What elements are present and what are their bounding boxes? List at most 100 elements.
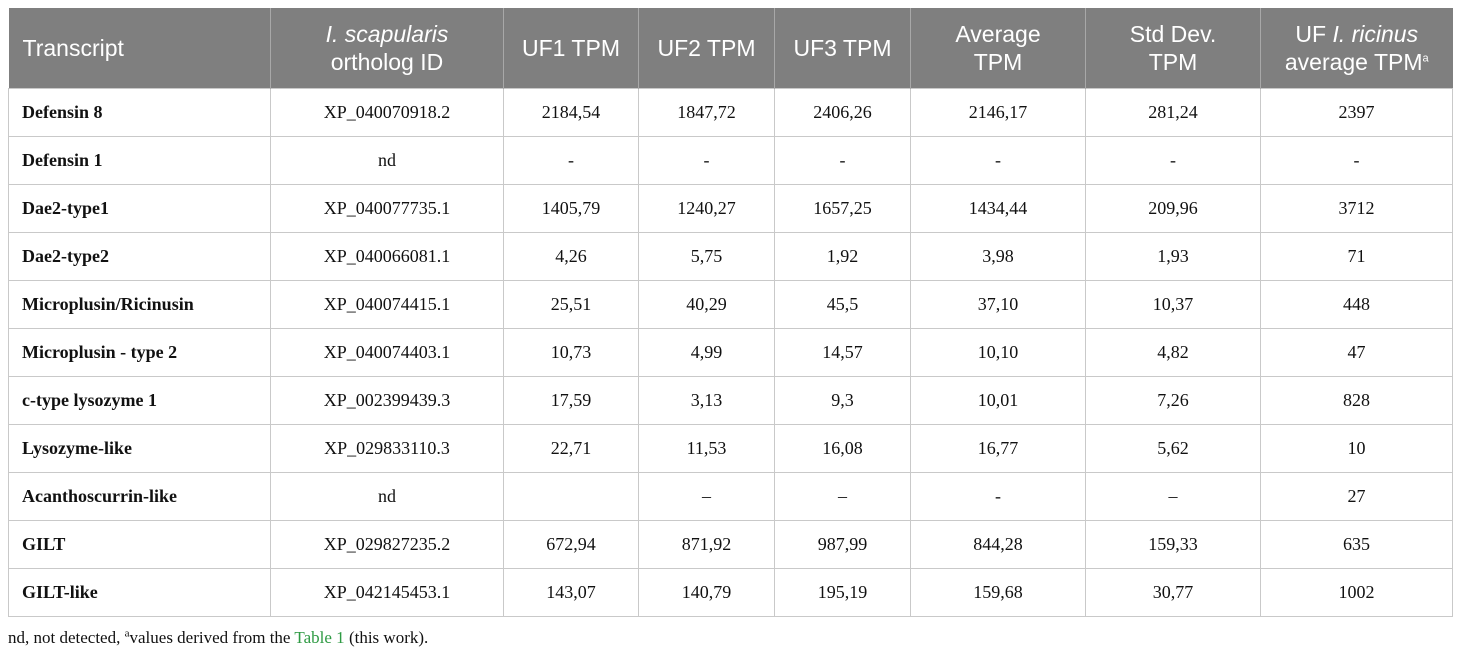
cell-sd: - [1085,136,1261,185]
cell-avg: 37,10 [910,280,1086,329]
cell-uf3: 16,08 [774,424,911,473]
cell-uf2: 3,13 [638,376,775,425]
cell-transcript: Lysozyme-like [8,424,271,473]
cell-avg: 2146,17 [910,88,1086,137]
cell-uf2: 1240,27 [638,184,775,233]
cell-sd: – [1085,472,1261,521]
table-row: Lysozyme-like XP_029833110.3 22,71 11,53 16,… [8,424,1453,473]
cell-transcript: Dae2-type1 [8,184,271,233]
cell-uf3: - [774,136,911,185]
cell-ortholog: XP_040070918.2 [270,88,504,137]
cell-uf3: 987,99 [774,520,911,569]
cell-transcript: Defensin 8 [8,88,271,137]
cell-uf3: 1657,25 [774,184,911,233]
cell-uf1: 4,26 [503,232,639,281]
cell-uf3: 14,57 [774,328,911,377]
cell-ricinus: 3712 [1260,184,1453,233]
cell-uf3: 195,19 [774,568,911,617]
cell-ortholog: XP_002399439.3 [270,376,504,425]
cell-uf2: 40,29 [638,280,775,329]
cell-uf3: 45,5 [774,280,911,329]
header-ricinus-average: UF I. ricinus average TPMa [1260,8,1453,89]
cell-avg: - [910,472,1086,521]
cell-avg: 10,01 [910,376,1086,425]
cell-uf1: 17,59 [503,376,639,425]
table-row: Dae2-type2 XP_040066081.1 4,26 5,75 1,92 3,98… [8,232,1453,281]
table-body: Defensin 8 XP_040070918.2 2184,54 1847,72 24… [8,88,1453,617]
cell-sd: 30,77 [1085,568,1261,617]
cell-uf2: 11,53 [638,424,775,473]
header-std-dev: Std Dev. TPM [1085,8,1261,89]
expression-table: Transcript I. scapularis ortholog ID UF1 … [8,8,1453,617]
cell-sd: 1,93 [1085,232,1261,281]
header-average: Average TPM [910,8,1086,89]
table-row: GILT-like XP_042145453.1 143,07 140,79 195,1… [8,568,1453,617]
cell-uf1: 672,94 [503,520,639,569]
cell-sd: 4,82 [1085,328,1261,377]
cell-uf3: 2406,26 [774,88,911,137]
cell-avg: 1434,44 [910,184,1086,233]
cell-ricinus: 448 [1260,280,1453,329]
cell-ortholog: XP_042145453.1 [270,568,504,617]
cell-transcript: GILT-like [8,568,271,617]
cell-uf3: 1,92 [774,232,911,281]
header-transcript: Transcript [8,8,271,89]
table-row: Microplusin/Ricinusin XP_040074415.1 25,51… [8,280,1453,329]
cell-uf2: - [638,136,775,185]
cell-uf2: – [638,472,775,521]
cell-ortholog: XP_040074415.1 [270,280,504,329]
cell-ricinus: 635 [1260,520,1453,569]
table-1-link[interactable]: Table 1 [294,628,345,647]
cell-ricinus: 27 [1260,472,1453,521]
cell-uf3: – [774,472,911,521]
header-uf1: UF1 TPM [503,8,639,89]
table-row: Dae2-type1 XP_040077735.1 1405,79 1240,27 16… [8,184,1453,233]
cell-uf1: 143,07 [503,568,639,617]
cell-transcript: Microplusin - type 2 [8,328,271,377]
cell-avg: - [910,136,1086,185]
cell-sd: 281,24 [1085,88,1261,137]
cell-ortholog: XP_040066081.1 [270,232,504,281]
cell-ortholog: XP_029833110.3 [270,424,504,473]
cell-ortholog: nd [270,136,504,185]
cell-transcript: Dae2-type2 [8,232,271,281]
cell-avg: 16,77 [910,424,1086,473]
cell-ricinus: - [1260,136,1453,185]
cell-transcript: Defensin 1 [8,136,271,185]
cell-uf2: 5,75 [638,232,775,281]
cell-ricinus: 71 [1260,232,1453,281]
table-row: Acanthoscurrin-like nd – – - –27 [8,472,1453,521]
cell-uf1: 2184,54 [503,88,639,137]
cell-ortholog: XP_029827235.2 [270,520,504,569]
cell-uf1: 10,73 [503,328,639,377]
cell-transcript: GILT [8,520,271,569]
table-row: GILT XP_029827235.2 672,94 871,92 987,99 844,… [8,520,1453,569]
header-row: Transcript I. scapularis ortholog ID UF1 … [8,8,1453,89]
cell-uf1: 22,71 [503,424,639,473]
table-row: c-type lysozyme 1 XP_002399439.3 17,59 3,13… [8,376,1453,425]
cell-transcript: Microplusin/Ricinusin [8,280,271,329]
cell-ricinus: 47 [1260,328,1453,377]
table-footnote: nd, not detected, avalues derived from t… [8,627,429,647]
cell-transcript: Acanthoscurrin-like [8,472,271,521]
cell-uf3: 9,3 [774,376,911,425]
cell-ricinus: 2397 [1260,88,1453,137]
cell-uf2: 1847,72 [638,88,775,137]
cell-sd: 7,26 [1085,376,1261,425]
cell-avg: 10,10 [910,328,1086,377]
cell-uf1: 1405,79 [503,184,639,233]
cell-transcript: c-type lysozyme 1 [8,376,271,425]
table-row: Defensin 8 XP_040070918.2 2184,54 1847,72 24… [8,88,1453,137]
header-uf3: UF3 TPM [774,8,911,89]
cell-sd: 209,96 [1085,184,1261,233]
cell-avg: 3,98 [910,232,1086,281]
cell-sd: 159,33 [1085,520,1261,569]
cell-uf2: 871,92 [638,520,775,569]
cell-uf1: 25,51 [503,280,639,329]
header-uf2: UF2 TPM [638,8,775,89]
cell-ortholog: nd [270,472,504,521]
cell-ortholog: XP_040077735.1 [270,184,504,233]
cell-sd: 5,62 [1085,424,1261,473]
cell-ricinus: 10 [1260,424,1453,473]
